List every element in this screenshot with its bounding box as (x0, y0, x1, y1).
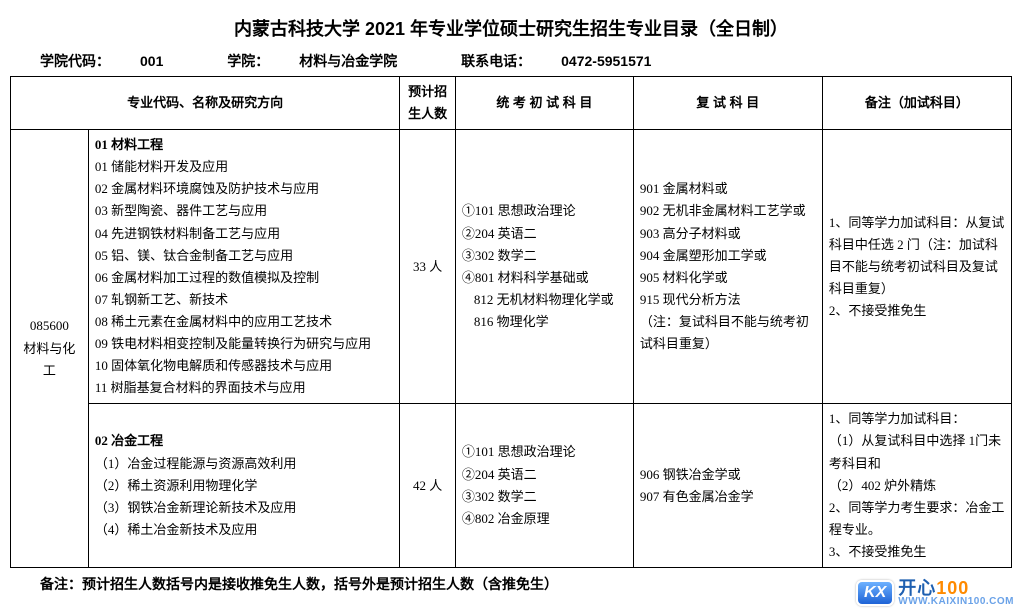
exam1-cell: ①101 思想政治理论 ②204 英语二 ③302 数学二 ④802 冶金原理 (455, 404, 633, 568)
college-label: 学院： (227, 53, 269, 69)
college-name: 材料与冶金学院 (299, 53, 397, 69)
exam-item: 915 现代分析方法 (640, 289, 816, 311)
exam-item: 901 金属材料或 (640, 178, 816, 200)
direction-title: 02 冶金工程 (95, 430, 393, 452)
th-exam1: 统 考 初 试 科 目 (455, 77, 633, 130)
catalog-table: 专业代码、名称及研究方向 预计招生人数 统 考 初 试 科 目 复 试 科 目 … (10, 76, 1012, 568)
table-row: 085600 材料与化工 01 材料工程 01 储能材料开发及应用 02 金属材… (11, 130, 1012, 404)
direction-item: 02 金属材料环境腐蚀及防护技术与应用 (95, 178, 393, 200)
quota-cell: 33 人 (400, 130, 456, 404)
direction-item: 06 金属材料加工过程的数值模拟及控制 (95, 267, 393, 289)
note-item: 2、不接受推免生 (829, 300, 1005, 322)
exam-item: ③302 数学二 (462, 245, 627, 267)
th-quota: 预计招生人数 (400, 77, 456, 130)
direction-item: 10 固体氧化物电解质和传感器技术与应用 (95, 355, 393, 377)
exam2-cell: 901 金属材料或 902 无机非金属材料工艺学或 903 高分子材料或 904… (633, 130, 822, 404)
note-item: 2、同等学力考生要求：冶金工程专业。 (829, 497, 1005, 541)
note-item: 1、同等学力加试科目：从复试科目中任选 2 门（注：加试科目不能与统考初试科目及… (829, 212, 1005, 300)
direction-item: 11 树脂基复合材料的界面技术与应用 (95, 377, 393, 399)
page-title: 内蒙古科技大学 2021 年专业学位硕士研究生招生专业目录（全日制） (10, 15, 1012, 41)
th-notes: 备注（加试科目） (822, 77, 1011, 130)
watermark-badge: KX (856, 580, 894, 606)
watermark-number: 100 (936, 578, 969, 598)
phone-label: 联系电话： (461, 53, 531, 69)
direction-item: （2）稀土资源利用物理化学 (95, 475, 393, 497)
th-direction: 专业代码、名称及研究方向 (11, 77, 400, 130)
direction-item: 01 储能材料开发及应用 (95, 156, 393, 178)
header-row: 专业代码、名称及研究方向 预计招生人数 统 考 初 试 科 目 复 试 科 目 … (11, 77, 1012, 130)
exam-item: （注：复试科目不能与统考初试科目重复） (640, 311, 816, 355)
exam-item: ①101 思想政治理论 (462, 441, 627, 463)
exam-subitem: 812 无机材料物理化学或 (462, 289, 627, 311)
notes-cell: 1、同等学力加试科目： （1）从复试科目中选择 1门未考科目和 （2）402 炉… (822, 404, 1011, 568)
notes-cell: 1、同等学力加试科目：从复试科目中任选 2 门（注：加试科目不能与统考初试科目及… (822, 130, 1011, 404)
exam-item: ②204 英语二 (462, 464, 627, 486)
phone-number: 0472-5951571 (561, 53, 651, 69)
exam-item: ①101 思想政治理论 (462, 200, 627, 222)
quota-cell: 42 人 (400, 404, 456, 568)
subheader: 学院代码： 001 学院： 材料与冶金学院 联系电话： 0472-5951571 (40, 51, 1012, 71)
direction-item: （4）稀土冶金新技术及应用 (95, 519, 393, 541)
th-exam2: 复 试 科 目 (633, 77, 822, 130)
exam2-cell: 906 钢铁冶金学或 907 有色金属冶金学 (633, 404, 822, 568)
code-label: 学院代码： (40, 53, 110, 69)
direction-item: 08 稀土元素在金属材料中的应用工艺技术 (95, 311, 393, 333)
major-cell: 085600 材料与化工 (11, 130, 89, 568)
exam-item: ④801 材料科学基础或 (462, 267, 627, 289)
table-row: 02 冶金工程 （1）冶金过程能源与资源高效利用 （2）稀土资源利用物理化学 （… (11, 404, 1012, 568)
direction-item: 07 轧钢新工艺、新技术 (95, 289, 393, 311)
exam-item: 904 金属塑形加工学或 (640, 245, 816, 267)
exam-item: ④802 冶金原理 (462, 508, 627, 530)
direction-item: 05 铝、镁、钛合金制备工艺与应用 (95, 245, 393, 267)
direction-item: 03 新型陶瓷、器件工艺与应用 (95, 200, 393, 222)
exam-item: 903 高分子材料或 (640, 223, 816, 245)
major-name: 材料与化工 (17, 338, 82, 382)
direction-item: （1）冶金过程能源与资源高效利用 (95, 453, 393, 475)
note-item: 1、同等学力加试科目： (829, 408, 1005, 430)
directions-cell: 02 冶金工程 （1）冶金过程能源与资源高效利用 （2）稀土资源利用物理化学 （… (88, 404, 399, 568)
note-item: 3、不接受推免生 (829, 541, 1005, 563)
directions-cell: 01 材料工程 01 储能材料开发及应用 02 金属材料环境腐蚀及防护技术与应用… (88, 130, 399, 404)
direction-title: 01 材料工程 (95, 134, 393, 156)
college-code: 001 (140, 53, 163, 69)
exam-item: 905 材料化学或 (640, 267, 816, 289)
note-item: （1）从复试科目中选择 1门未考科目和 (829, 430, 1005, 474)
direction-item: 04 先进钢铁材料制备工艺与应用 (95, 223, 393, 245)
exam-item: 902 无机非金属材料工艺学或 (640, 200, 816, 222)
direction-item: （3）钢铁冶金新理论新技术及应用 (95, 497, 393, 519)
exam-item: ③302 数学二 (462, 486, 627, 508)
watermark: KX 开心100 WWW.KAIXIN100.COM (856, 579, 1014, 607)
watermark-text: 开心100 WWW.KAIXIN100.COM (898, 579, 1014, 607)
exam-subitem: 816 物理化学 (462, 311, 627, 333)
major-code: 085600 (17, 315, 82, 337)
note-item: （2）402 炉外精炼 (829, 475, 1005, 497)
exam-item: ②204 英语二 (462, 223, 627, 245)
exam-item: 907 有色金属冶金学 (640, 486, 816, 508)
watermark-main: 开心 (898, 578, 936, 598)
direction-item: 09 铁电材料相变控制及能量转换行为研究与应用 (95, 333, 393, 355)
exam-item: 906 钢铁冶金学或 (640, 464, 816, 486)
watermark-url: WWW.KAIXIN100.COM (898, 597, 1014, 607)
exam1-cell: ①101 思想政治理论 ②204 英语二 ③302 数学二 ④801 材料科学基… (455, 130, 633, 404)
